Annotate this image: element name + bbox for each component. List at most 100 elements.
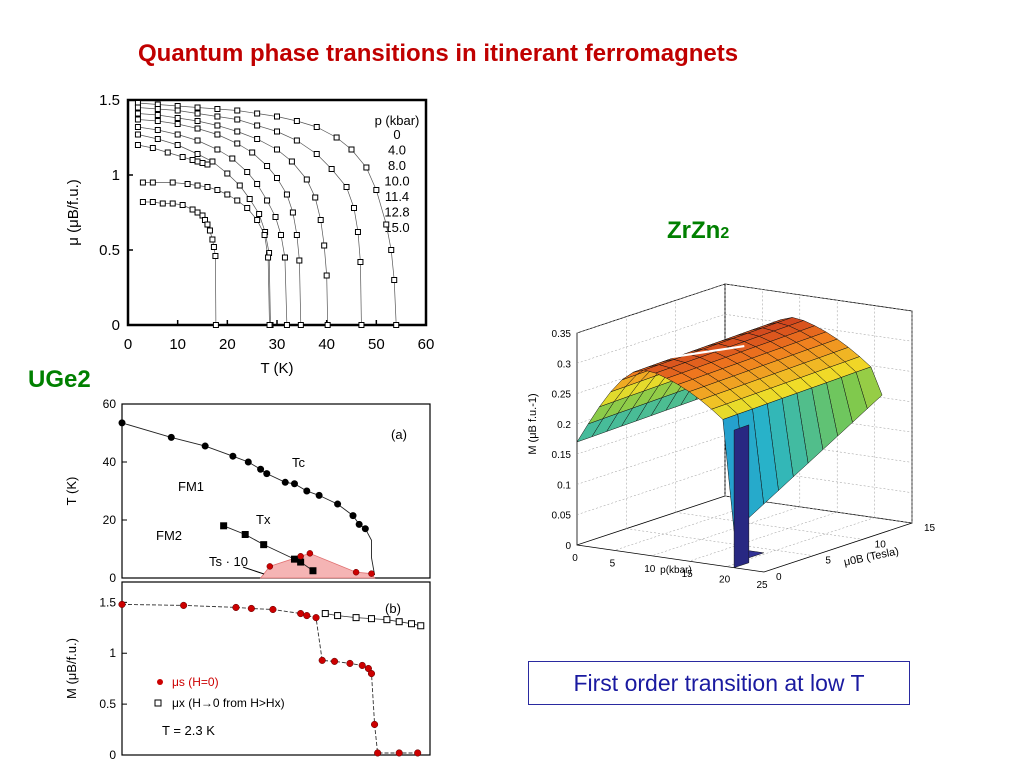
data-point <box>265 254 272 261</box>
data-point <box>303 176 310 183</box>
mux-point <box>383 616 391 624</box>
p-tick-label: 5 <box>610 558 616 569</box>
b-tick-label: 15 <box>924 523 936 534</box>
x-tick-label: 20 <box>219 336 236 353</box>
ts-region <box>259 552 376 579</box>
data-point <box>184 181 191 187</box>
ts-point <box>368 570 375 577</box>
data-point <box>328 166 335 172</box>
data-point <box>388 247 395 253</box>
data-point <box>224 170 231 177</box>
mux-point <box>417 622 425 630</box>
tc-point <box>257 465 265 473</box>
data-point <box>354 229 361 235</box>
mux-point <box>334 612 342 620</box>
data-point <box>234 197 241 204</box>
data-point <box>274 113 280 120</box>
data-point <box>283 191 290 198</box>
series-line <box>137 107 362 326</box>
data-point <box>206 227 213 234</box>
y-tick-label: 1 <box>112 167 120 184</box>
legend-entry: 0 <box>393 127 400 142</box>
mus-point <box>269 605 277 614</box>
data-point <box>358 322 365 328</box>
z-tick-label: 0.3 <box>557 359 571 370</box>
legend-mus-marker <box>157 679 163 685</box>
data-point <box>224 191 231 198</box>
mus-point <box>367 670 376 678</box>
floor-grid-b <box>626 528 814 556</box>
wall-grid-z <box>576 314 913 364</box>
ts-point <box>266 563 274 570</box>
mus-point <box>374 749 382 757</box>
y-axis-label: M (μB/f.u.) <box>64 638 79 699</box>
y-tick-label: 0.5 <box>99 697 116 711</box>
y-tick-label: 0.5 <box>99 242 120 259</box>
mux-point <box>321 610 329 618</box>
legend-entry: 8.0 <box>388 158 406 173</box>
b-tick-label: 0 <box>776 572 782 583</box>
data-point <box>383 221 390 228</box>
z-tick-label: 0.25 <box>552 390 572 401</box>
data-point <box>244 169 251 175</box>
data-point <box>266 322 273 328</box>
mux-point <box>352 614 360 622</box>
panel-label: (a) <box>391 427 407 442</box>
data-point <box>234 140 241 147</box>
data-point <box>154 136 161 142</box>
tc-point <box>167 433 175 441</box>
y-tick-label: 0 <box>109 748 116 762</box>
tc-point <box>315 491 323 499</box>
y-axis-label: μ (μB/f.u.) <box>65 179 82 245</box>
z-tick-label: 0 <box>565 541 571 552</box>
y-tick-label: 20 <box>103 513 117 527</box>
data-point <box>236 182 243 189</box>
data-point <box>214 106 221 112</box>
data-point <box>264 197 271 204</box>
legend-mus-text: μs (H=0) <box>172 675 219 689</box>
data-point <box>174 107 181 114</box>
mus-point <box>346 659 354 667</box>
data-point <box>154 118 161 124</box>
data-point <box>139 179 146 186</box>
first-order-callout: First order transition at low T <box>528 661 910 705</box>
ts-point <box>352 568 360 576</box>
mus-point <box>414 749 422 757</box>
data-point <box>204 161 211 168</box>
z-axis-label: M (μB f.u.-1) <box>527 393 539 454</box>
p-tick-label: 0 <box>572 553 578 564</box>
legend-entry: 11.4 <box>385 189 409 204</box>
tc-point <box>229 452 237 460</box>
b-tick-label: 5 <box>825 556 831 567</box>
legend-entry: 10.0 <box>384 174 409 189</box>
data-point <box>234 128 241 135</box>
data-point <box>194 151 201 157</box>
x-tick-label: 30 <box>269 336 286 353</box>
data-point <box>149 179 156 186</box>
zrzn2-label: ZrZn2 <box>667 217 729 245</box>
zrzn-label-subscript: 2 <box>720 225 730 242</box>
z-tick-label: 0.15 <box>552 450 572 461</box>
data-point <box>154 106 161 112</box>
data-point <box>274 175 280 181</box>
mus-point <box>232 603 240 611</box>
data-point <box>194 104 201 111</box>
fm2-label: FM2 <box>156 528 182 543</box>
data-point <box>254 217 261 223</box>
mux-point <box>395 618 403 626</box>
data-point <box>234 116 241 123</box>
tc-point <box>355 520 363 528</box>
data-point <box>323 272 330 279</box>
zrzn-label-main: ZrZn <box>667 217 721 244</box>
tx-point <box>309 567 317 575</box>
y-tick-label: 0 <box>112 317 120 334</box>
tc-point <box>281 478 289 486</box>
data-point <box>154 112 161 118</box>
mus-point <box>395 749 403 757</box>
data-point <box>313 124 320 130</box>
tc-point <box>201 442 209 450</box>
mus-point <box>247 604 255 613</box>
y-axis-label: T (K) <box>64 477 79 506</box>
